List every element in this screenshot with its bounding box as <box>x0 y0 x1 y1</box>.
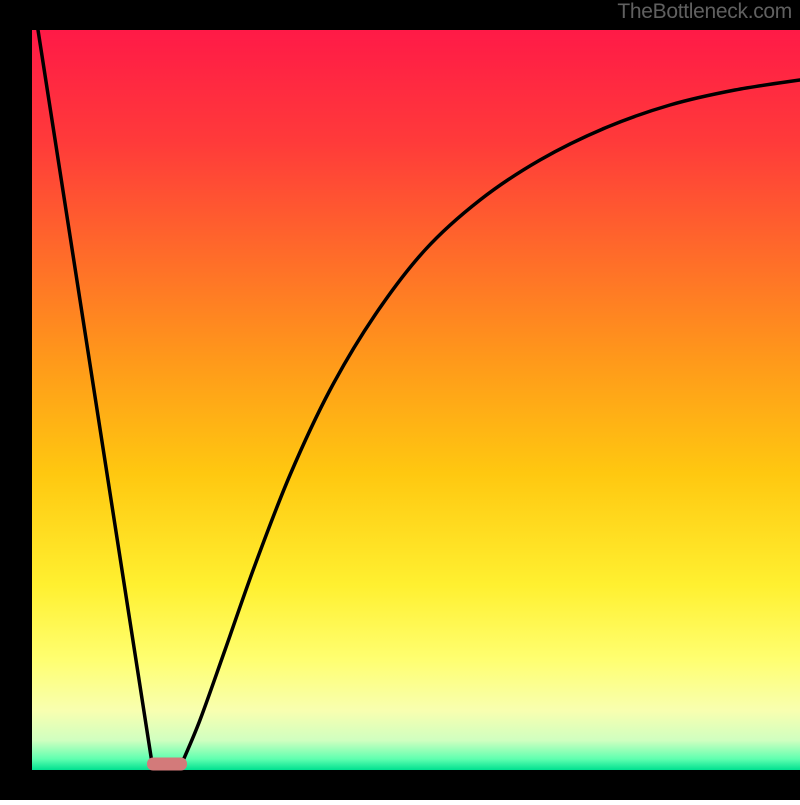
chart-container: TheBottleneck.com <box>0 0 800 800</box>
optimum-marker <box>147 758 187 771</box>
plot-area <box>32 30 800 770</box>
watermark: TheBottleneck.com <box>617 0 792 24</box>
bottleneck-chart <box>0 0 800 800</box>
